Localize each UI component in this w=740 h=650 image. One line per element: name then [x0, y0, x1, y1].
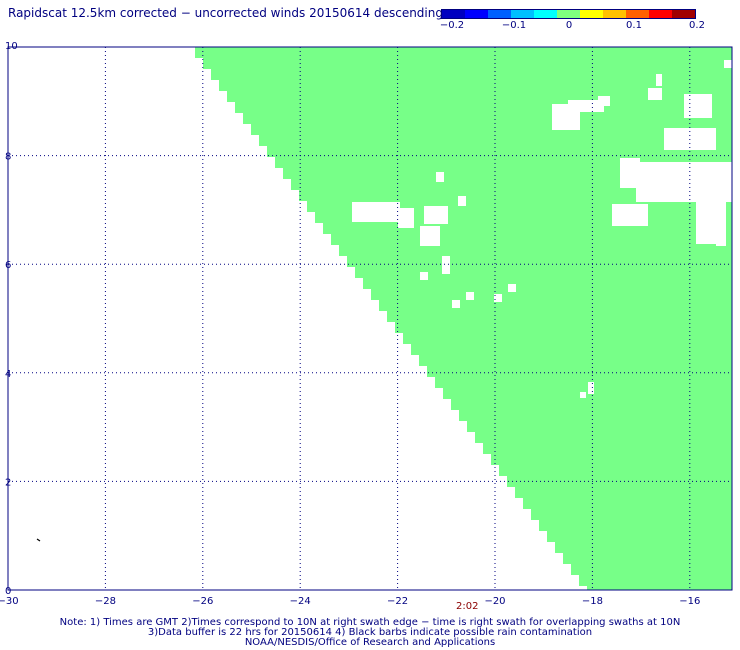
x-tick-label: −18 [582, 596, 603, 607]
x-tick-label: −30 [0, 596, 19, 607]
x-tick-label: −28 [95, 596, 116, 607]
note-line-3: NOAA/NESDIS/Office of Research and Appli… [244, 637, 496, 648]
color-scale-bar [441, 9, 696, 19]
no-data-patch [398, 208, 414, 228]
colorbar-segment [649, 10, 673, 18]
no-data-patch [508, 284, 516, 292]
wind-barb [36, 538, 41, 542]
no-data-patch [466, 292, 474, 300]
no-data-patch [452, 300, 460, 308]
no-data-patch [458, 196, 466, 206]
no-data-patch [588, 382, 594, 394]
map-frame [7, 46, 733, 591]
colorbar-segment [580, 10, 604, 18]
no-data-patch [424, 206, 448, 224]
y-tick-label: 10 [5, 41, 18, 52]
colorbar-segment [511, 10, 535, 18]
no-data-patch [580, 392, 586, 398]
colorbar-tick: 0.2 [689, 20, 705, 31]
swath-area [187, 47, 732, 590]
colorbar-segment [534, 10, 558, 18]
no-data-patch [494, 294, 502, 302]
no-data-patch [442, 256, 450, 274]
no-data-patch [612, 204, 648, 226]
x-tick-label: −26 [192, 596, 213, 607]
note-line-1: Note: 1) Times are GMT 2)Times correspon… [59, 617, 681, 628]
colorbar-segment [442, 10, 466, 18]
no-data-patch [352, 202, 400, 222]
y-tick-label: 6 [5, 260, 11, 271]
colorbar-segment [626, 10, 650, 18]
colorbar-segment [557, 10, 581, 18]
colorbar-tick: 0.1 [626, 20, 642, 31]
colorbar-tick: 0 [565, 20, 573, 31]
colorbar-segment [465, 10, 489, 18]
no-data-patch [436, 172, 444, 182]
no-data-patch [724, 60, 732, 68]
colorbar-tick: −0.2 [439, 20, 465, 31]
no-data-patch [598, 96, 610, 106]
colorbar-segment [488, 10, 512, 18]
colorbar-segment [672, 10, 695, 18]
colorbar-tick: −0.1 [501, 20, 527, 31]
y-tick-label: 2 [5, 477, 11, 488]
no-data-patch [420, 226, 440, 246]
no-data-patch [648, 88, 662, 100]
no-data-patch [420, 272, 428, 280]
axis-labels: −30 −28 −26 −24 −22 −20 −18 −16 0 2 4 6 8 10 [0, 41, 700, 607]
swath-time-label: 2:02 [456, 601, 479, 612]
no-data-patch [656, 74, 662, 86]
y-tick-label: 8 [5, 152, 11, 163]
lat-lon-grid [8, 47, 732, 590]
swath-coverage [187, 47, 732, 590]
no-data-patch [636, 162, 732, 202]
colorbar-segment [603, 10, 627, 18]
x-tick-label: −22 [387, 596, 408, 607]
y-tick-label: 4 [5, 369, 11, 380]
x-tick-label: −24 [290, 596, 311, 607]
no-data-patch [684, 94, 712, 118]
chart-title: Rapidscat 12.5km corrected − uncorrected… [8, 6, 443, 20]
x-tick-label: −20 [484, 596, 505, 607]
x-tick-label: −16 [679, 596, 700, 607]
note-line-2: 3)Data buffer is 22 hrs for 20150614 4) … [147, 627, 593, 638]
no-data-patch [620, 158, 640, 188]
no-data-patch [568, 100, 604, 112]
y-tick-label: 0 [5, 586, 11, 597]
no-data-patch [716, 232, 726, 246]
